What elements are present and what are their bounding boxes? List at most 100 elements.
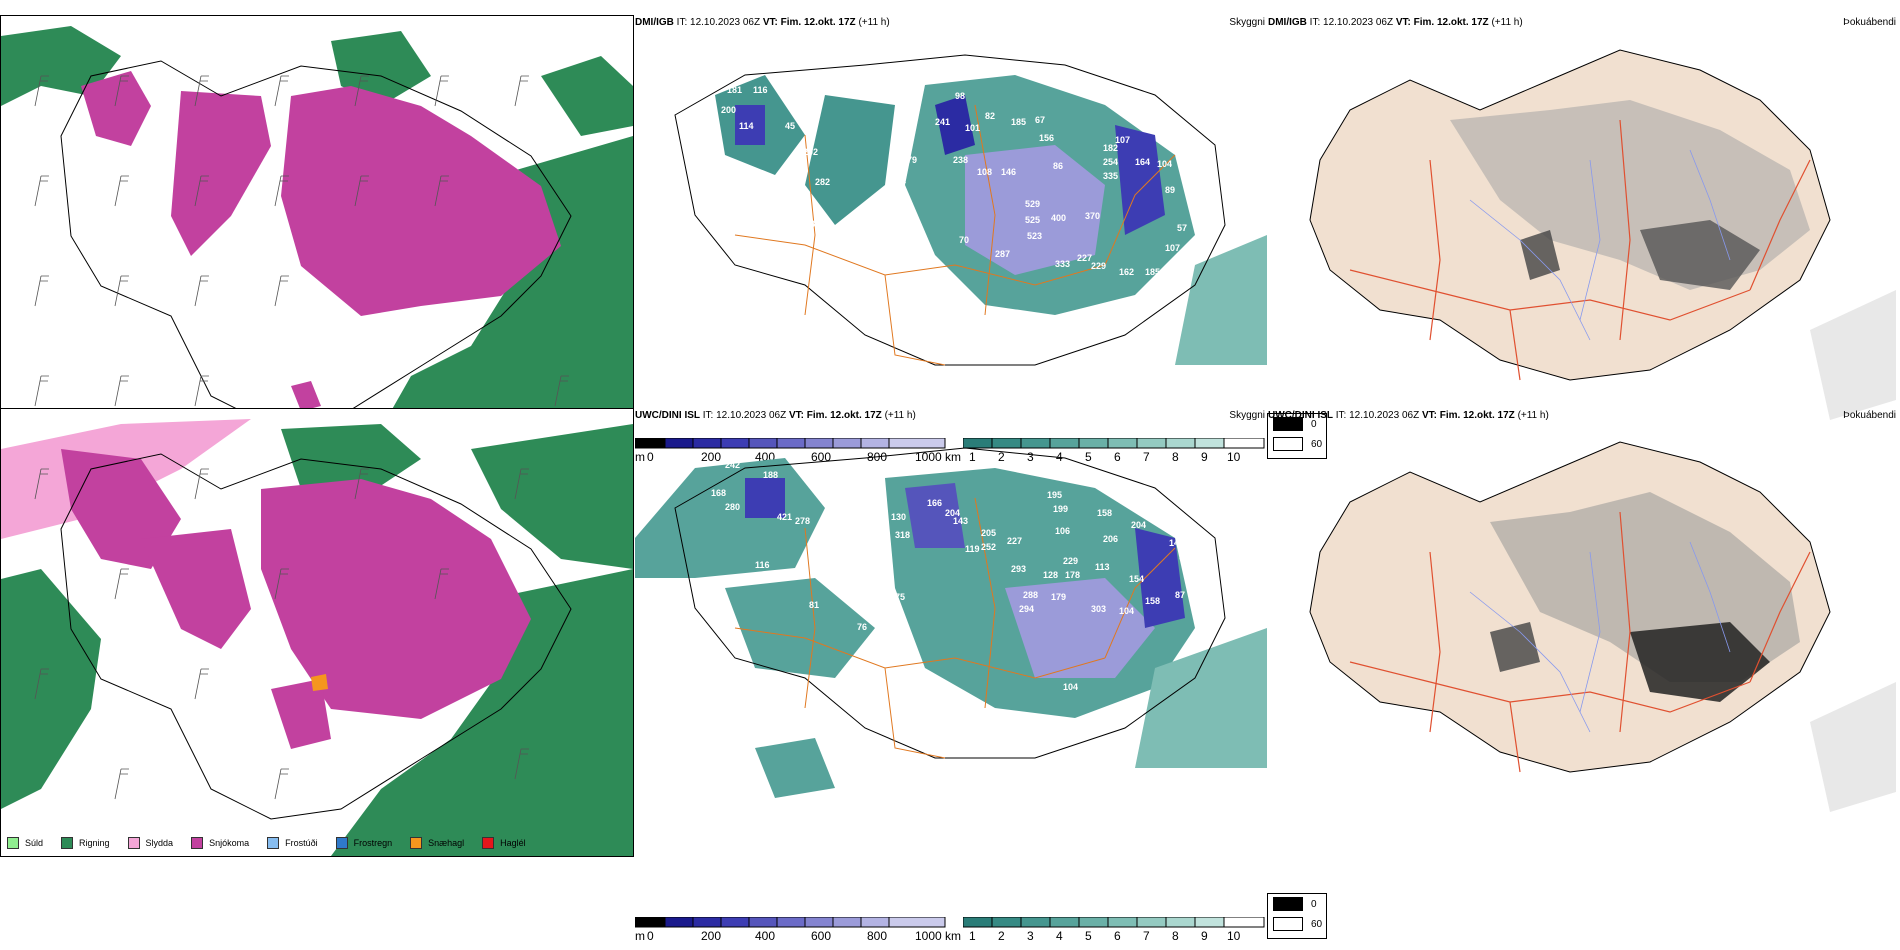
svg-text:229: 229 — [1091, 261, 1106, 271]
cover-legend-uwc: 0 60 — [1267, 893, 1327, 939]
height-tick: 200 — [701, 929, 722, 943]
svg-text:204: 204 — [1131, 520, 1146, 530]
svg-text:238: 238 — [953, 155, 968, 165]
cover-item-60: 60 — [1268, 914, 1326, 934]
height-tick: 800 — [867, 929, 888, 943]
fog-map-uwc — [1290, 432, 1896, 832]
height-tick: 600 — [811, 450, 832, 464]
svg-text:98: 98 — [955, 91, 965, 101]
svg-text:185: 185 — [1011, 117, 1026, 127]
svg-text:57: 57 — [1177, 223, 1187, 233]
vis-tick: 8 — [1172, 929, 1179, 943]
cover-item-60: 60 — [1268, 434, 1326, 454]
precip-map-uwc: Súld Rigning Slydda Snjókoma Frostúði Fr… — [0, 408, 634, 857]
vis-tick: 6 — [1114, 450, 1121, 464]
vis-tick: 9 — [1201, 929, 1208, 943]
height-tick: 0 — [647, 450, 654, 464]
svg-text:146: 146 — [1001, 167, 1016, 177]
cover-item-0: 0 — [1268, 894, 1326, 914]
svg-text:227: 227 — [1007, 536, 1022, 546]
precip-legend-uwc: Súld Rigning Slydda Snjókoma Frostúði Fr… — [7, 837, 544, 849]
svg-text:400: 400 — [1051, 213, 1066, 223]
vis-tick: 6 — [1114, 929, 1121, 943]
height-colorbar-svg-uwc — [635, 917, 946, 928]
vis-tick: 5 — [1085, 929, 1092, 943]
svg-text:227: 227 — [1077, 253, 1092, 263]
svg-text:198: 198 — [775, 187, 790, 197]
svg-text:104: 104 — [1063, 682, 1078, 692]
legend-item-snaehagl: Snæhagl — [410, 837, 464, 849]
vis-tick: 1 — [969, 929, 976, 943]
param-label-fog-dmi: Þokuábendi — [1843, 17, 1896, 28]
svg-text:128: 128 — [1043, 570, 1058, 580]
param-label-cloud-uwc: Skyggni — [1229, 410, 1265, 421]
svg-text:153: 153 — [783, 227, 798, 237]
vis-tick: 2 — [998, 929, 1005, 943]
svg-text:189: 189 — [780, 718, 795, 728]
svg-text:89: 89 — [1165, 185, 1175, 195]
cloud-map-svg-dmi: 181 116 200 114 45 202 282 198 107 153 7… — [674, 54, 1267, 366]
cloud-map-uwc: 242 188 168 280 421 278 116 130 318 166 … — [635, 428, 1267, 828]
legend-item-frostregn: Frostregn — [335, 837, 392, 849]
fog-map-svg-dmi — [1309, 49, 1896, 420]
svg-text:101: 101 — [965, 123, 980, 133]
svg-text:282: 282 — [815, 177, 830, 187]
precip-map-dmi: Súld Rigning Slydda Snjókoma Frostúði Fr… — [0, 15, 634, 465]
svg-text:294: 294 — [1019, 604, 1034, 614]
legend-item-haglel: Haglél — [482, 837, 526, 849]
svg-text:370: 370 — [1085, 211, 1100, 221]
svg-text:195: 195 — [1047, 490, 1062, 500]
legend-item-sudd: Súld — [7, 837, 43, 849]
svg-text:78: 78 — [805, 219, 815, 229]
height-tick: 400 — [755, 929, 776, 943]
svg-text:107: 107 — [1165, 243, 1180, 253]
svg-text:242: 242 — [725, 460, 740, 470]
fog-map-svg-uwc — [1309, 441, 1896, 812]
legend-item-slydda: Slydda — [127, 837, 173, 849]
svg-text:179: 179 — [1051, 592, 1066, 602]
svg-text:76: 76 — [857, 622, 867, 632]
svg-text:86: 86 — [1053, 161, 1063, 171]
svg-text:523: 523 — [1027, 231, 1042, 241]
legend-item-frostudi: Frostúði — [267, 837, 318, 849]
panel-title-cloud-uwc: UWC/DINI ISL IT: 12.10.2023 06Z VT: Fim.… — [635, 410, 916, 421]
height-tick: 200 — [701, 450, 722, 464]
svg-text:421: 421 — [777, 512, 792, 522]
svg-text:166: 166 — [927, 498, 942, 508]
svg-text:183: 183 — [885, 241, 900, 251]
svg-text:204: 204 — [945, 508, 960, 518]
cloud-map-svg-uwc: 242 188 168 280 421 278 116 130 318 166 … — [635, 447, 1267, 798]
svg-text:113: 113 — [1095, 562, 1110, 572]
svg-text:335: 335 — [1103, 171, 1118, 181]
svg-text:75: 75 — [847, 271, 857, 281]
legend-item-rigning: Rigning — [61, 837, 110, 849]
svg-text:82: 82 — [985, 111, 995, 121]
svg-text:202: 202 — [803, 147, 818, 157]
svg-text:293: 293 — [1011, 564, 1026, 574]
vis-unit-dmi: km — [945, 450, 961, 464]
precip-map-svg-dmi — [1, 26, 633, 464]
svg-text:87: 87 — [1175, 590, 1185, 600]
svg-text:200: 200 — [721, 105, 736, 115]
svg-text:287: 287 — [995, 249, 1010, 259]
svg-text:56: 56 — [1179, 552, 1189, 562]
cloud-map-dmi: 181 116 200 114 45 202 282 198 107 153 7… — [635, 35, 1267, 435]
svg-text:205: 205 — [981, 528, 996, 538]
svg-text:107: 107 — [743, 227, 758, 237]
svg-text:229: 229 — [1063, 556, 1078, 566]
svg-text:116: 116 — [755, 560, 770, 570]
vis-tick: 4 — [1056, 929, 1063, 943]
panel-title-fog-uwc: UWC/DINI ISL IT: 12.10.2023 06Z VT: Fim.… — [1268, 410, 1549, 421]
svg-text:70: 70 — [959, 235, 969, 245]
svg-text:333: 333 — [1055, 259, 1070, 269]
fog-map-dmi — [1290, 40, 1896, 440]
svg-text:168: 168 — [711, 488, 726, 498]
svg-text:525: 525 — [1025, 215, 1040, 225]
vis-tick: 3 — [1027, 929, 1034, 943]
vis-tick: 10 — [1227, 450, 1241, 464]
vis-colorbar-uwc: km 1 2 3 4 5 6 7 8 9 10 — [945, 917, 1267, 949]
svg-text:278: 278 — [795, 516, 810, 526]
vis-tick: 7 — [1143, 929, 1150, 943]
svg-text:318: 318 — [895, 530, 910, 540]
vis-tick: 7 — [1143, 450, 1150, 464]
